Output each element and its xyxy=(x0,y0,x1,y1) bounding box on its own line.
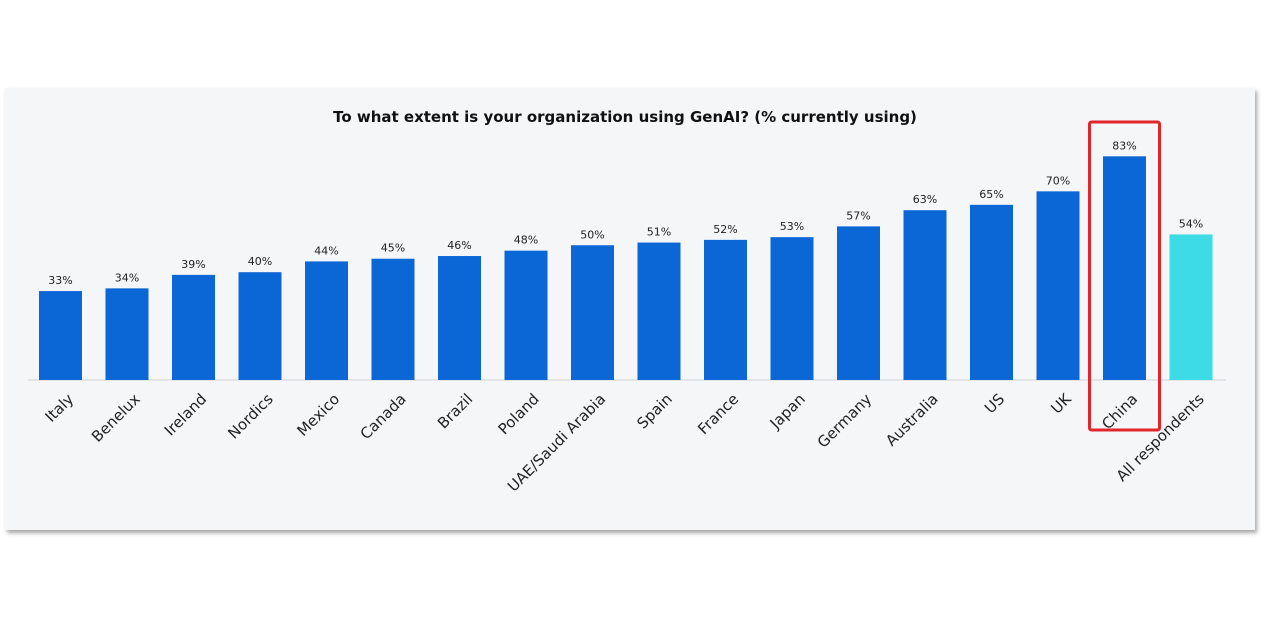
bar-poland xyxy=(504,250,548,380)
bar-us xyxy=(970,204,1013,380)
bar-nordics xyxy=(238,272,282,380)
value-label-us: 65% xyxy=(979,188,1003,201)
bar-uk xyxy=(1036,191,1080,380)
tick-label-japan: Japan xyxy=(766,390,809,433)
tick-label-nordics: Nordics xyxy=(224,390,276,442)
bar-germany xyxy=(837,226,880,380)
value-label-france: 52% xyxy=(713,223,737,236)
value-label-nordics: 40% xyxy=(248,255,272,268)
value-label-ireland: 39% xyxy=(181,258,205,271)
tick-label-china: China xyxy=(1098,390,1141,433)
tick-label-germany: Germany xyxy=(814,390,876,452)
chart-title: To what extent is your organization usin… xyxy=(333,108,917,126)
value-label-canada: 45% xyxy=(381,242,405,255)
bar-italy xyxy=(39,291,82,380)
tick-label-poland: Poland xyxy=(495,390,543,438)
value-label-australia: 63% xyxy=(913,193,937,206)
value-label-brazil: 46% xyxy=(447,239,471,252)
value-label-uae-saudi-arabia: 50% xyxy=(580,228,604,241)
value-label-uk: 70% xyxy=(1046,174,1070,187)
bar-mexico xyxy=(305,261,348,380)
bar-australia xyxy=(903,210,947,380)
tick-label-benelux: Benelux xyxy=(88,390,144,446)
value-label-china: 83% xyxy=(1112,139,1136,152)
bar-france xyxy=(704,239,747,380)
bar-china xyxy=(1103,156,1146,380)
tick-label-canada: Canada xyxy=(357,390,410,443)
bar-benelux xyxy=(105,288,149,380)
x-tick-labels-group: Italy Benelux Ireland Nordics Mexico Canada Br… xyxy=(42,389,1208,495)
value-label-mexico: 44% xyxy=(314,244,338,257)
value-labels-group: 33% 34% 39% 40% 44% 45% 46% 48% 50% 51% 52% 53% 57% 6… xyxy=(48,139,1203,287)
highlight-box xyxy=(1088,120,1161,432)
tick-label-france: France xyxy=(694,390,742,438)
value-label-benelux: 34% xyxy=(115,271,139,284)
bar-all-respondents xyxy=(1169,234,1213,380)
tick-label-brazil: Brazil xyxy=(434,390,476,432)
tick-label-uk: UK xyxy=(1047,389,1075,417)
tick-label-italy: Italy xyxy=(42,390,78,426)
bar-canada xyxy=(371,258,415,380)
value-label-japan: 53% xyxy=(780,220,804,233)
bar-spain xyxy=(637,242,681,380)
bars-group xyxy=(39,156,1213,380)
tick-label-spain: Spain xyxy=(633,390,675,432)
bar-uae-saudi-arabia xyxy=(571,245,614,380)
bar-brazil xyxy=(438,256,481,380)
bar-ireland xyxy=(172,274,215,380)
value-label-italy: 33% xyxy=(48,274,72,287)
value-label-poland: 48% xyxy=(514,234,538,247)
bar-japan xyxy=(770,237,814,380)
value-label-germany: 57% xyxy=(846,209,870,222)
tick-label-mexico: Mexico xyxy=(293,390,343,440)
tick-label-australia: Australia xyxy=(882,390,942,450)
tick-label-ireland: Ireland xyxy=(161,390,210,439)
tick-label-us: US xyxy=(981,390,1008,417)
value-label-all-respondents: 54% xyxy=(1179,217,1203,230)
value-label-spain: 51% xyxy=(647,226,671,239)
